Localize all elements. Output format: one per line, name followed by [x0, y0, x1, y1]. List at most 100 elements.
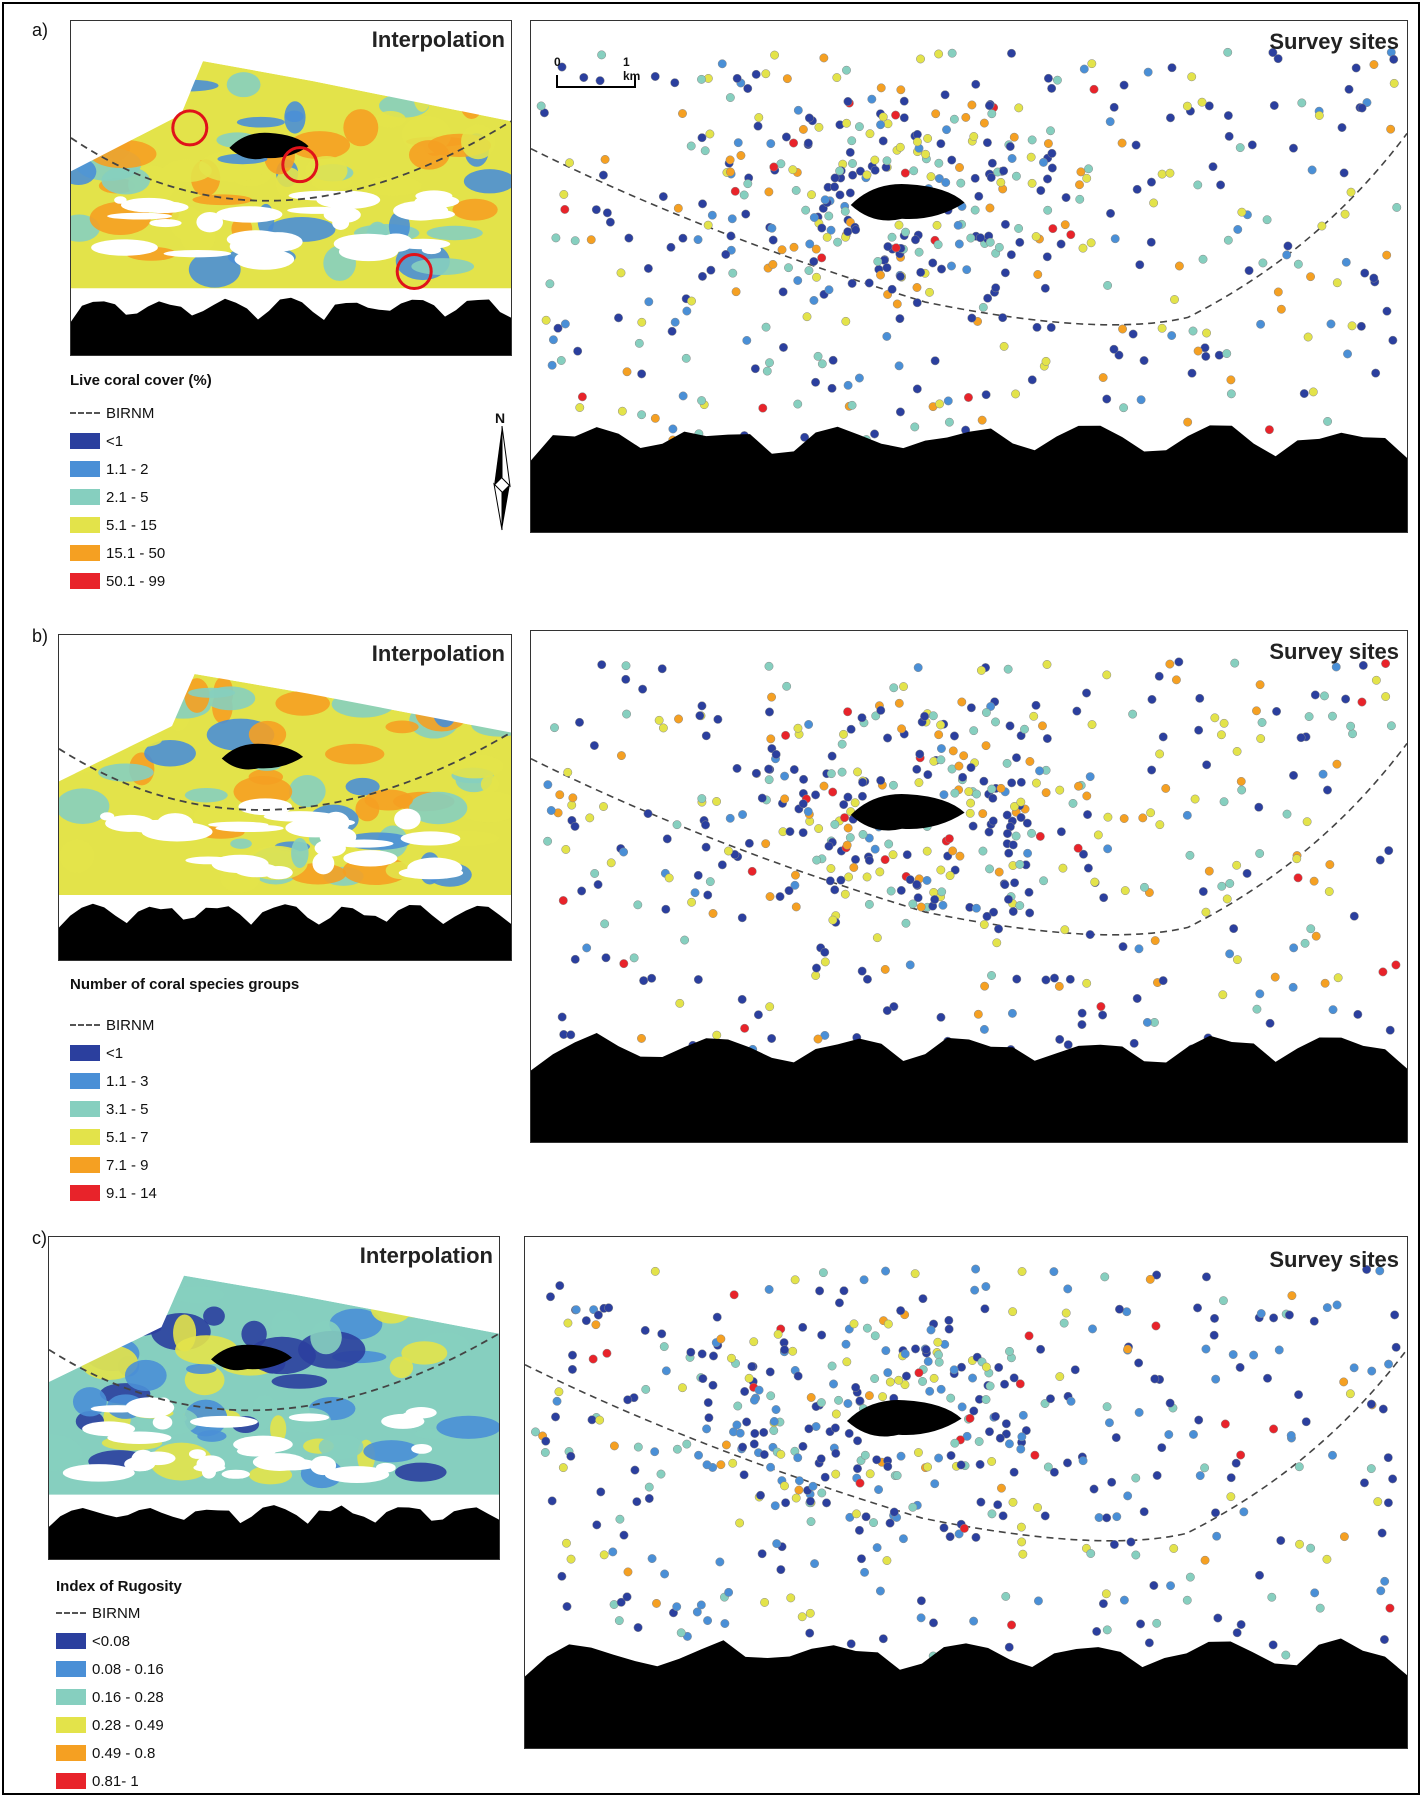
survey-site-point — [833, 237, 843, 247]
survey-site-point — [1001, 1419, 1011, 1429]
birnm-boundary — [525, 1348, 1407, 1542]
survey-site-point — [732, 763, 742, 773]
survey-site-point — [1033, 1503, 1042, 1512]
survey-site-point — [894, 220, 904, 230]
survey-site-point — [1005, 142, 1015, 151]
survey-site-point — [1149, 198, 1159, 208]
survey-site-point — [1139, 356, 1149, 365]
raster-patch — [284, 101, 306, 134]
survey-site-point — [1040, 283, 1050, 293]
survey-site-point — [776, 1565, 786, 1575]
survey-site-point — [999, 341, 1009, 351]
survey-site-point — [900, 1380, 910, 1390]
survey-site-point — [1328, 1450, 1337, 1460]
survey-site-point — [954, 239, 964, 249]
raster-patch — [389, 1356, 414, 1379]
survey-site-point — [562, 1538, 571, 1548]
survey-site-point — [820, 195, 830, 205]
survey-site-point — [813, 351, 823, 361]
survey-site-point — [1142, 1017, 1152, 1027]
survey-site-point — [1043, 174, 1052, 184]
survey-site-point — [950, 1438, 960, 1448]
survey-site-point — [976, 665, 986, 675]
survey-site-point — [552, 1396, 562, 1406]
survey-site-point — [895, 142, 905, 152]
survey-site-point — [1086, 238, 1096, 248]
survey-site-point — [1343, 349, 1352, 359]
survey-site-point — [1219, 718, 1229, 728]
survey-site-point — [1239, 1507, 1249, 1517]
survey-site-point — [555, 790, 565, 800]
survey-site-point — [853, 1464, 862, 1474]
survey-site-point — [1106, 208, 1115, 218]
survey-site-point — [985, 864, 994, 874]
survey-site-point — [551, 233, 561, 243]
survey-site-point — [793, 1453, 803, 1463]
survey-site-point — [863, 974, 872, 984]
survey-site-point — [1004, 1642, 1014, 1652]
survey-site-point — [803, 807, 813, 816]
survey-site-point — [1007, 48, 1016, 58]
legend-class-label: <1 — [106, 1044, 124, 1062]
survey-site-point — [749, 1337, 759, 1347]
legend-swatch — [70, 489, 100, 505]
survey-site-point — [947, 48, 957, 58]
survey-site-point — [847, 136, 857, 146]
survey-site-point — [1252, 1004, 1262, 1014]
survey-site-point — [570, 821, 580, 831]
survey-site-point — [954, 1529, 964, 1539]
survey-site-point — [747, 1362, 757, 1371]
survey-site-point — [568, 1364, 577, 1374]
raster-patch — [310, 1320, 342, 1355]
survey-site-point — [889, 683, 899, 693]
survey-site-point — [712, 1312, 722, 1322]
survey-site-point — [615, 1514, 625, 1524]
survey-site-point — [1016, 1522, 1026, 1532]
survey-site-point — [1046, 323, 1056, 332]
survey-site-point — [1043, 73, 1053, 83]
survey-site-point — [563, 1318, 573, 1328]
survey-site-point — [974, 191, 984, 201]
survey-site-point — [703, 890, 713, 900]
survey-site-point — [882, 156, 892, 166]
ocean-blank — [49, 1237, 499, 1382]
survey-site-point — [1007, 1008, 1017, 1018]
survey-site-point — [1164, 1430, 1174, 1439]
survey-site-point — [1009, 132, 1019, 142]
survey-site-point — [629, 953, 639, 963]
survey-site-point — [861, 1512, 871, 1522]
survey-site-point — [872, 1543, 882, 1553]
unmapped-patch — [343, 850, 398, 867]
survey-site-point — [1009, 1373, 1019, 1383]
survey-site-point — [978, 302, 988, 312]
survey-site-point — [573, 346, 583, 356]
survey-site-point — [692, 1607, 702, 1617]
survey-site-point — [1078, 243, 1088, 253]
survey-site-point — [562, 1602, 572, 1611]
unmapped-patch — [190, 1415, 258, 1428]
survey-site-point — [1024, 887, 1034, 897]
survey-site-point — [1311, 931, 1321, 941]
survey-site-point — [1009, 1467, 1019, 1477]
survey-site-point — [1017, 1537, 1027, 1547]
survey-site-point — [1315, 1603, 1325, 1613]
survey-site-point — [982, 911, 992, 921]
survey-site-point — [940, 90, 950, 100]
unmapped-patch — [394, 808, 421, 830]
survey-site-point — [791, 902, 801, 912]
survey-site-point — [1306, 1543, 1316, 1553]
survey-site-point — [706, 265, 716, 275]
survey-site-point — [1109, 344, 1119, 354]
survey-site-point — [889, 1507, 899, 1517]
survey-site-point — [1237, 207, 1247, 217]
survey-site-point — [839, 1286, 849, 1296]
legend-class-label: 1.1 - 2 — [106, 460, 149, 478]
survey-site-point — [713, 714, 723, 724]
survey-site-point — [1302, 817, 1312, 827]
survey-site-point — [647, 1554, 657, 1564]
survey-site-point — [809, 213, 819, 222]
survey-site-point — [885, 1377, 895, 1387]
survey-site-point — [1294, 1390, 1303, 1400]
survey-site-point — [1027, 375, 1037, 385]
unmapped-patch — [261, 1458, 318, 1471]
